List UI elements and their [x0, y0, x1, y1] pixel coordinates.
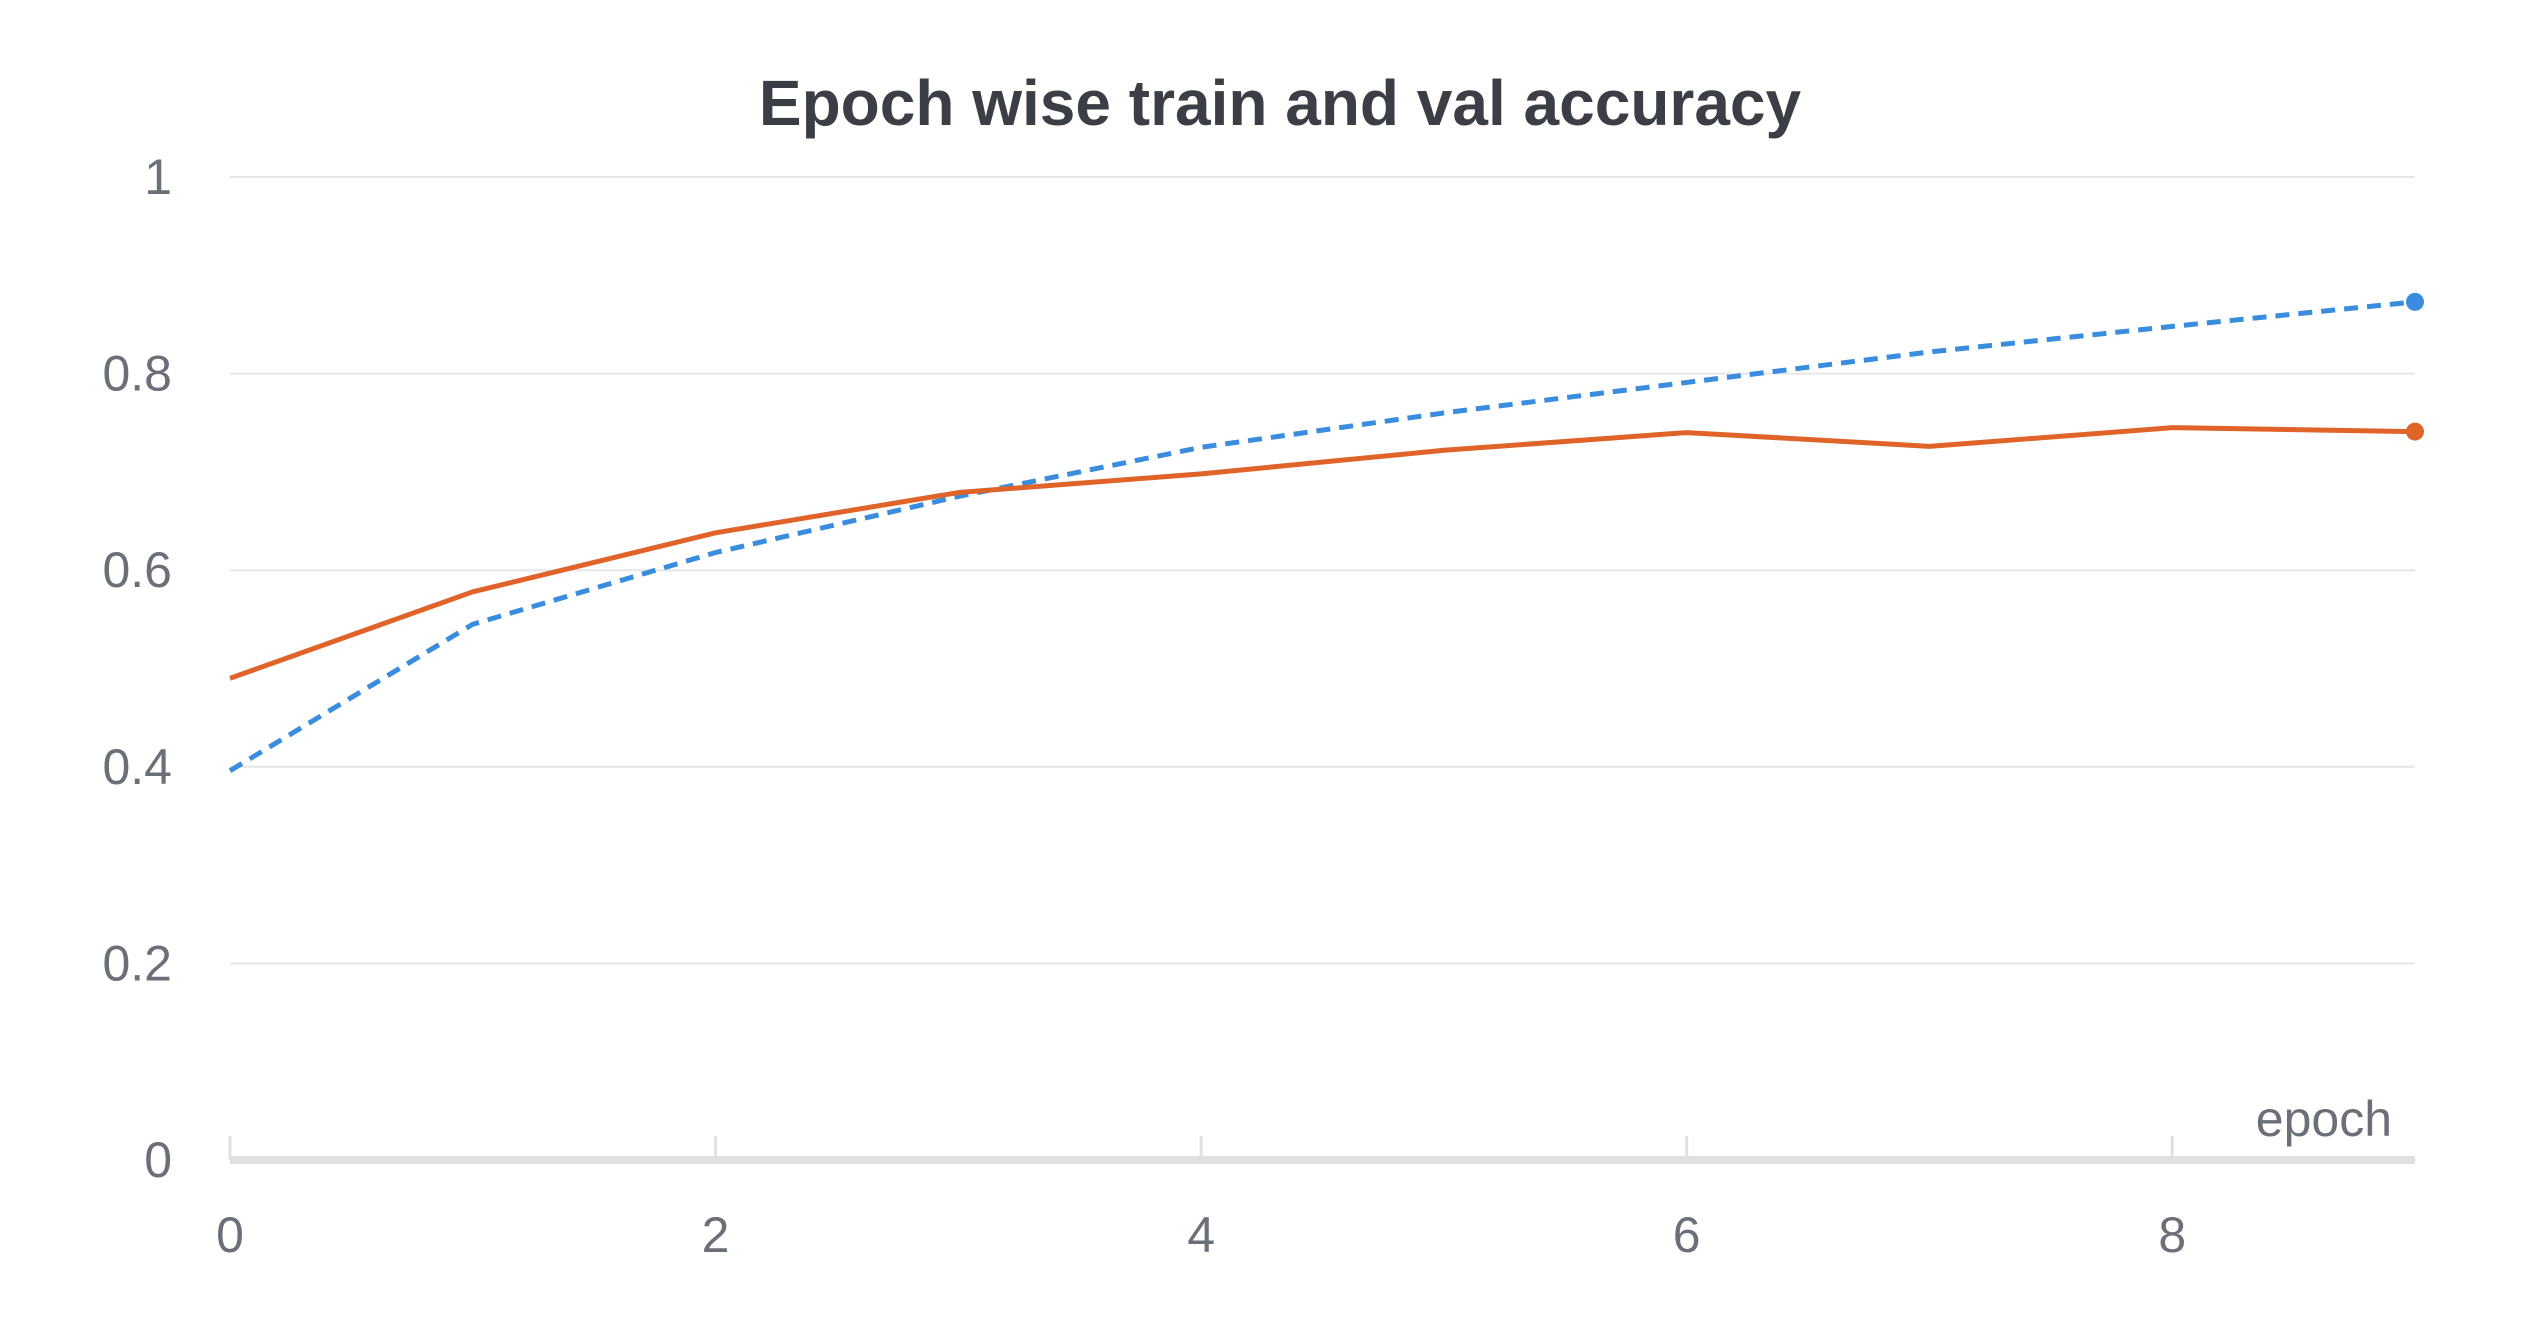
y-tick-label: 0 [144, 1132, 172, 1188]
x-tick-label: 6 [1673, 1207, 1701, 1263]
data-series [228, 292, 2424, 773]
y-tick-label: 0.2 [102, 935, 172, 991]
x-tick-label: 4 [1187, 1207, 1215, 1263]
series-1-end-point [2406, 292, 2424, 311]
series-line-1 [228, 299, 2416, 773]
grid-lines [230, 176, 2415, 965]
x-tick-label: 0 [216, 1207, 244, 1263]
y-axis-tick-labels: 0 0.2 0.4 0.6 0.8 1 [102, 149, 172, 1188]
x-axis-label: epoch [2256, 1091, 2392, 1147]
y-tick-label: 0.6 [102, 542, 172, 598]
y-tick-label: 1 [144, 149, 172, 205]
x-tick-label: 2 [702, 1207, 730, 1263]
x-tick-label: 8 [2158, 1207, 2186, 1263]
x-axis [228, 1136, 2415, 1164]
series-line-2 [229, 425, 2416, 681]
x-axis-tick-labels: 0 2 4 6 8 [216, 1207, 2186, 1263]
y-tick-label: 0.4 [102, 739, 172, 795]
series-2-end-point [2406, 422, 2424, 441]
y-tick-label: 0.8 [102, 346, 172, 402]
chart-title: Epoch wise train and val accuracy [759, 67, 1802, 139]
